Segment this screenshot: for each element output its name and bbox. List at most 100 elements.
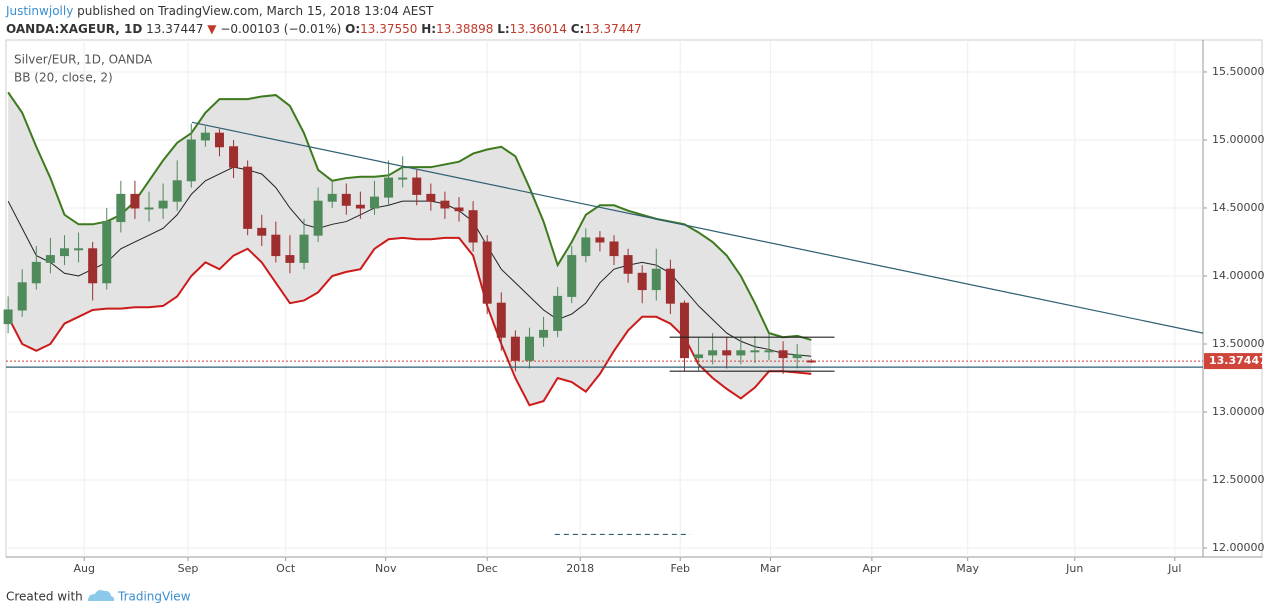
ohlc-label: C: [570, 22, 585, 36]
candle-body [637, 272, 647, 291]
candle-body [88, 248, 98, 284]
ohlc-value: 13.38898 [436, 22, 494, 36]
candle-body [595, 237, 605, 243]
price-label: 13.37447 [1209, 354, 1267, 367]
candle-body [200, 132, 210, 141]
candle-body [257, 227, 267, 236]
candle-body [299, 234, 309, 263]
candle-body [17, 282, 27, 311]
ohlc-value: 13.37550 [360, 22, 418, 36]
ohlc-label: L: [497, 22, 510, 36]
candle-body [341, 193, 351, 206]
x-tick-label: 2018 [566, 562, 594, 575]
candle-body [454, 207, 464, 212]
candle-body [524, 336, 534, 361]
candle-body [567, 255, 577, 297]
candle-body [3, 309, 13, 325]
plot-area [3, 40, 1204, 557]
candle-body [31, 261, 41, 284]
candle-body [468, 210, 478, 243]
candle-body [327, 193, 337, 202]
band-fill [8, 92, 812, 406]
candle-body [482, 241, 492, 304]
candle-body [708, 350, 718, 356]
candle-body [609, 241, 619, 257]
ohlc-value: 13.37447 [584, 22, 642, 36]
candle-body [172, 180, 182, 202]
footer-text: Created with [6, 590, 83, 604]
candle-body [144, 207, 154, 210]
published: published on TradingView.com, March 15, … [77, 4, 434, 18]
x-tick-label: Apr [862, 562, 882, 575]
candle-body [651, 268, 661, 291]
y-tick-label: 12.50000 [1212, 473, 1265, 486]
band-middle [7, 166, 812, 357]
footer-brand[interactable]: TradingView [117, 590, 191, 604]
candle-body [384, 177, 394, 198]
candle-body [74, 248, 84, 251]
x-tick-label: Oct [276, 562, 296, 575]
candle-body [764, 350, 774, 353]
y-tick-label: 15.50000 [1212, 65, 1265, 78]
candle-body [581, 237, 591, 257]
indicator-label: BB (20, close, 2) [14, 71, 113, 85]
symbol-line: OANDA:XAGEUR, 1D 13.37447 ▼ −0.00103 (−0… [6, 22, 642, 36]
author[interactable]: Justinwjolly [6, 4, 74, 18]
candle-body [750, 350, 760, 353]
candle-body [243, 166, 253, 229]
candle-body [130, 193, 140, 209]
ohlc: O:13.37550 H:13.38898 L:13.36014 C:13.37… [345, 22, 641, 36]
candle-body [116, 193, 126, 223]
drawing-line [191, 121, 1204, 334]
candle-body [59, 248, 69, 257]
candle-body [510, 336, 520, 361]
y-tick-label: 12.00000 [1212, 541, 1265, 554]
candle-body [665, 268, 675, 304]
y-tick-label: 13.00000 [1212, 405, 1265, 418]
candle-body [102, 221, 112, 284]
candle-body [539, 329, 549, 338]
x-tick-label: Mar [760, 562, 781, 575]
x-tick-label: May [956, 562, 979, 575]
candle-body [412, 177, 422, 195]
down-arrow: ▼ [207, 22, 217, 36]
last-price: 13.37447 [146, 22, 204, 36]
candle-body [271, 234, 281, 257]
candle-body [214, 132, 224, 148]
candle-body [285, 255, 295, 263]
candle-body [313, 200, 323, 236]
candle-body [496, 302, 506, 338]
chart-title: Silver/EUR, 1D, OANDA [14, 53, 153, 67]
candle-body [158, 200, 168, 209]
candle-body [553, 295, 563, 331]
band-lower [7, 236, 812, 407]
candle-body [694, 354, 704, 359]
candle-body [398, 177, 408, 180]
candle-body [355, 204, 365, 209]
candle-body [736, 350, 746, 356]
x-tick-label: Aug [73, 562, 94, 575]
price-label-box [1204, 353, 1262, 370]
header-line: Justinwjolly published on TradingView.co… [6, 4, 433, 18]
x-tick-label: Jul [1167, 562, 1181, 575]
candle-body [722, 350, 732, 356]
y-tick-label: 14.50000 [1212, 201, 1265, 214]
x-tick-label: Nov [375, 562, 397, 575]
ohlc-value: 13.36014 [509, 22, 567, 36]
x-tick-label: Jun [1065, 562, 1083, 575]
candle-body [229, 146, 239, 168]
candle-body [792, 354, 802, 359]
ohlc-label: O: [345, 22, 361, 36]
y-tick-label: 14.00000 [1212, 269, 1265, 282]
candle-body [369, 196, 379, 209]
ohlc-label: H: [421, 22, 437, 36]
change: −0.00103 (−0.01%) [220, 22, 342, 36]
candle-body [186, 139, 196, 182]
footer-logo [88, 590, 115, 601]
symbol: OANDA:XAGEUR, 1D [6, 22, 143, 36]
candle-body [778, 350, 788, 359]
candle-body [45, 255, 55, 263]
candle-body [679, 302, 689, 359]
candle-body [623, 255, 633, 274]
